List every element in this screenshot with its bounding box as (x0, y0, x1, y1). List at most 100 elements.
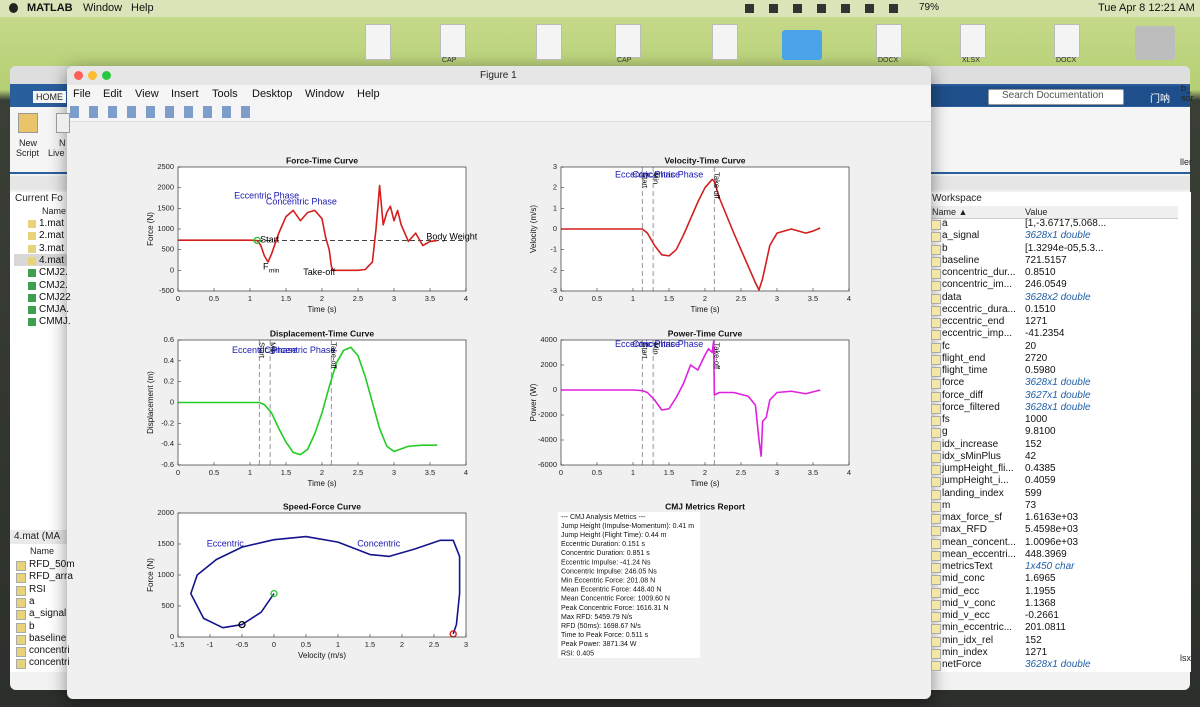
variable-icon (16, 622, 26, 633)
variable-name[interactable]: b (942, 242, 948, 254)
variable-name[interactable]: jumpHeight_fli... (942, 463, 1014, 474)
home-tab[interactable]: HOME (33, 91, 66, 103)
file-name[interactable]: CMJ22 (39, 291, 71, 303)
figure-menu-item[interactable]: File (73, 88, 91, 100)
desktop-file-label[interactable]: CAP (617, 57, 632, 64)
toolbar-icons[interactable] (70, 106, 250, 118)
figure-menu-item[interactable]: Help (357, 88, 380, 100)
marker (253, 236, 261, 245)
variable-name[interactable]: min_idx_rel (942, 634, 994, 646)
x-tick-label: 1.5 (664, 294, 674, 303)
variable-name[interactable]: eccentric_imp... (942, 328, 1013, 340)
apple-logo[interactable] (9, 3, 18, 13)
variable-name[interactable]: netForce (942, 659, 982, 670)
variable-name[interactable]: jumpHeight_i... (942, 475, 1009, 487)
file-name[interactable]: 2.mat (39, 230, 65, 242)
variable-name[interactable]: a_signal (29, 608, 67, 620)
variable-name[interactable]: g (942, 426, 948, 438)
variable-name[interactable]: a (942, 218, 948, 229)
search-placeholder[interactable]: Search Documentation (1002, 90, 1104, 101)
x-tick-label: 1 (248, 294, 252, 303)
variable-name[interactable]: mean_eccentri... (942, 548, 1016, 560)
variable-name[interactable]: data (942, 291, 962, 303)
desktop-file-label[interactable]: XLSX (962, 57, 980, 64)
variable-name[interactable]: concentri (29, 657, 70, 669)
x-tick-label: -1.5 (172, 640, 185, 649)
minimize-button[interactable] (88, 71, 97, 80)
variable-name[interactable]: concentri (29, 645, 70, 657)
variable-name[interactable]: force_diff (942, 389, 983, 401)
variable-name[interactable]: RFD_50m (29, 559, 75, 570)
variable-name[interactable]: min_index (942, 646, 988, 658)
variable-name[interactable]: fs (942, 414, 950, 425)
figure-menu-item[interactable]: Desktop (252, 88, 293, 100)
variable-name[interactable]: mid_ecc (942, 585, 980, 597)
file-name[interactable]: CMJ2. (39, 279, 68, 291)
file-name[interactable]: CMJA. (39, 304, 69, 316)
variable-name[interactable]: eccentric_dura... (942, 303, 1016, 315)
workspace-panel (928, 192, 1191, 672)
zoom-button[interactable] (102, 71, 111, 80)
desktop-file-label[interactable]: DOCX (1056, 57, 1077, 64)
figure-menu-item[interactable]: Insert (171, 88, 199, 100)
figure-menu-item[interactable]: Window (305, 88, 345, 100)
new-script-label[interactable]: New (19, 138, 38, 148)
app-menu[interactable]: MATLAB (27, 2, 73, 14)
variable-name[interactable]: flight_end (942, 352, 986, 364)
search-box[interactable] (988, 89, 1124, 105)
column-header[interactable]: Name ▲ (932, 207, 968, 217)
variable-name[interactable]: RSI (29, 583, 46, 595)
variable-value: 42 (1025, 450, 1037, 462)
variable-name[interactable]: mid_v_ecc (942, 610, 990, 621)
new-live-label[interactable]: N (59, 138, 66, 148)
variable-icon (16, 585, 26, 596)
menu-item[interactable]: Window (83, 2, 123, 14)
variable-name[interactable]: landing_index (942, 487, 1004, 499)
file-name[interactable]: CMMJ. (39, 316, 71, 328)
figure-menu-item[interactable]: View (135, 88, 159, 100)
variable-name[interactable]: max_force_sf (942, 512, 1003, 523)
variable-name[interactable]: fc (942, 340, 950, 352)
variable-name[interactable]: mid_v_conc (942, 597, 996, 609)
menu-item[interactable]: Help (131, 2, 154, 14)
new-live-label[interactable]: Live (48, 148, 65, 158)
variable-name[interactable]: idx_sMinPlus (942, 450, 1001, 462)
variable-name[interactable]: b (29, 620, 35, 632)
variable-name[interactable]: a_signal (942, 230, 980, 242)
figure-menu-item[interactable]: Tools (212, 88, 238, 100)
close-button[interactable] (74, 71, 83, 80)
y-tick-label: 500 (161, 601, 174, 610)
y-tick-label: 0 (170, 397, 174, 406)
figure-menu-item[interactable]: Edit (103, 88, 122, 100)
variable-name[interactable]: concentric_dur... (942, 267, 1016, 278)
variable-name[interactable]: flight_time (942, 365, 988, 376)
file-name[interactable]: 1.mat (39, 218, 65, 229)
variable-name[interactable]: baseline (942, 254, 980, 266)
file-name[interactable]: 3.mat (39, 242, 65, 254)
variable-name[interactable]: mid_conc (942, 573, 985, 585)
desktop-file-label[interactable]: CAP (442, 57, 457, 64)
variable-name[interactable]: min_eccentric... (942, 622, 1013, 634)
variable-icon (16, 647, 26, 658)
variable-name[interactable]: baseline (29, 632, 67, 644)
file-icon (28, 281, 36, 290)
variable-name[interactable]: m (942, 499, 951, 511)
variable-name[interactable]: eccentric_end (942, 316, 1005, 327)
variable-name[interactable]: metricsText (942, 561, 993, 572)
variable-name[interactable]: concentric_im... (942, 279, 1013, 291)
desktop-file-label[interactable]: DOCX (878, 57, 899, 64)
variable-name[interactable]: mean_concent... (942, 536, 1016, 548)
y-tick-label: -2 (550, 265, 557, 274)
new-script-label[interactable]: Script (16, 148, 40, 158)
variable-name[interactable]: force_filtered (942, 401, 1000, 413)
user-name[interactable]: 门呐 (1150, 94, 1170, 105)
variable-name[interactable]: max_RFD (942, 524, 988, 536)
variable-name[interactable]: force (942, 377, 965, 389)
variable-icon (931, 538, 941, 549)
variable-name[interactable]: idx_increase (942, 438, 999, 450)
variable-name[interactable]: a (29, 595, 35, 607)
file-name[interactable]: 4.mat (39, 254, 65, 266)
file-name[interactable]: CMJ2. (39, 267, 68, 279)
column-header[interactable]: Value (1025, 207, 1048, 217)
variable-name[interactable]: RFD_arra (29, 571, 73, 583)
